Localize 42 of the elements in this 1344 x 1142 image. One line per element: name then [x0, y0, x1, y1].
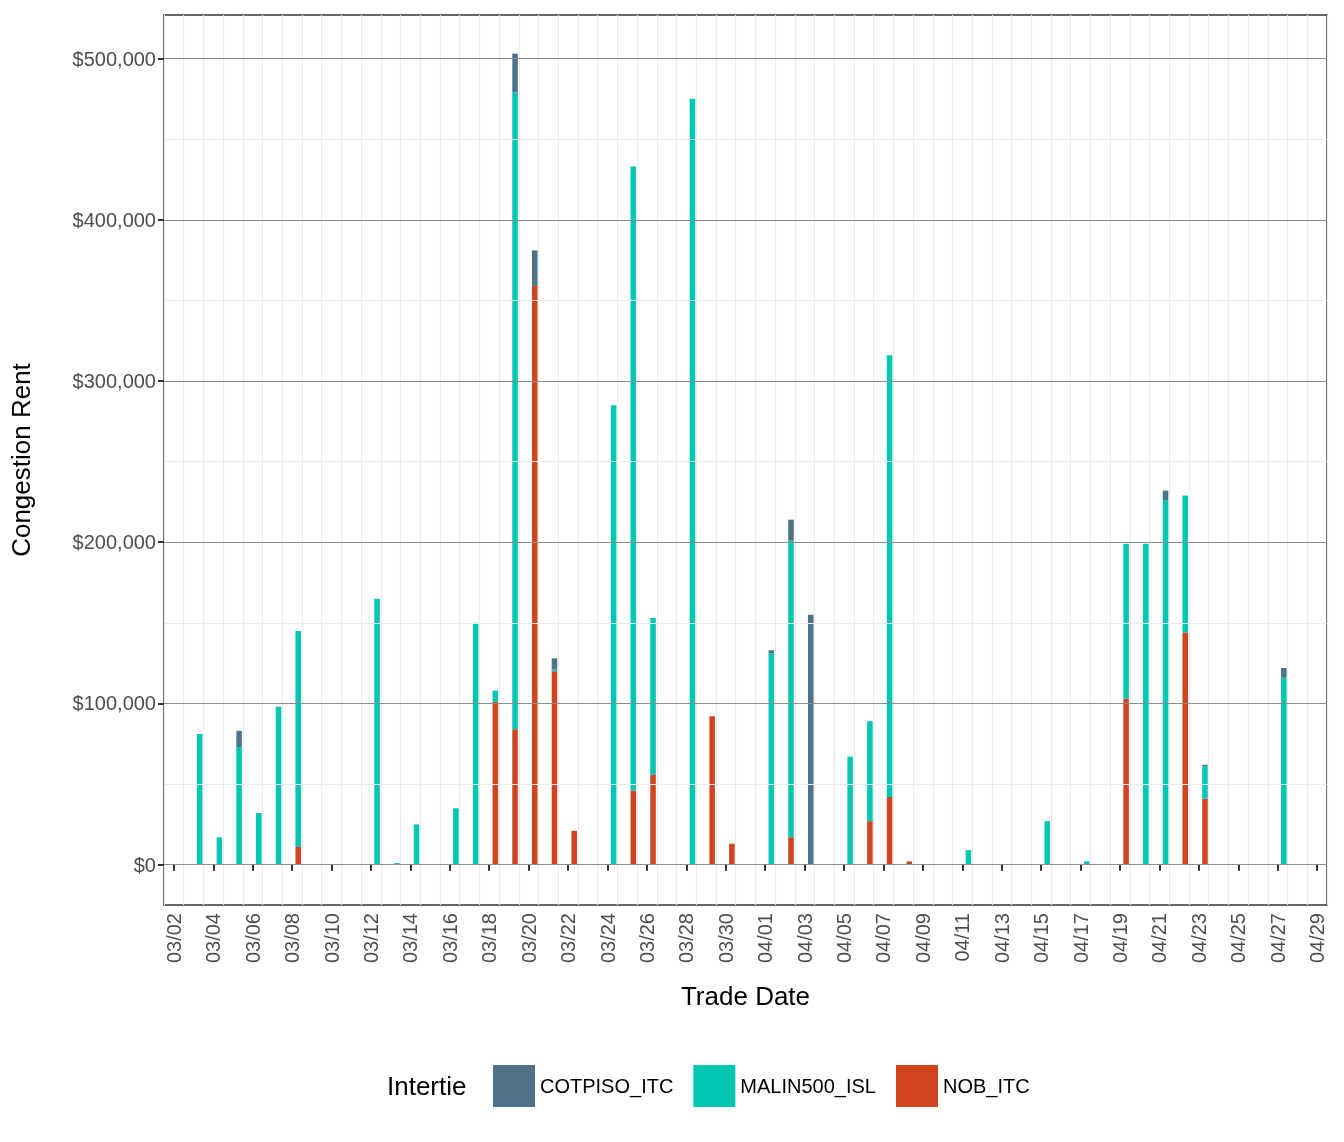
x-tick-label: 03/10 [320, 913, 343, 964]
x-tick-label: 04/09 [911, 913, 934, 964]
x-tick-label: 03/18 [478, 913, 501, 964]
x-tick-label: 03/26 [635, 913, 658, 964]
x-tick-label: 04/13 [990, 913, 1013, 964]
y-tick-label: $100,000 [72, 692, 156, 715]
x-tick-label: 04/29 [1306, 913, 1329, 964]
x-tick-label: 04/15 [1030, 913, 1053, 964]
x-tick-label: 04/01 [754, 913, 777, 964]
x-tick-label: 03/02 [162, 913, 185, 964]
x-tick-label: 04/07 [872, 913, 895, 964]
y-tick-label: $400,000 [72, 208, 156, 231]
legend-label: COTPISO_ITC [540, 1075, 674, 1098]
x-tick-label: 04/03 [793, 913, 816, 964]
x-tick-label: 03/06 [241, 913, 264, 964]
x-tick-label: 04/17 [1069, 913, 1092, 964]
x-tick-label: 03/28 [675, 913, 698, 964]
x-tick-label: 03/08 [281, 913, 304, 964]
y-tick-label: $200,000 [72, 531, 156, 554]
y-axis-title: Congestion Rent [6, 362, 36, 557]
x-tick-label: 04/11 [951, 913, 974, 962]
legend-title: Intertie [387, 1071, 467, 1101]
y-tick-label: $300,000 [72, 370, 156, 392]
x-tick-label: 03/16 [438, 913, 461, 964]
x-tick-label: 03/04 [202, 913, 225, 964]
x-tick-label: 04/25 [1227, 913, 1250, 964]
x-tick-label: 04/21 [1148, 913, 1171, 964]
x-tick-label: 03/12 [359, 913, 382, 964]
y-tick-label: $0 [133, 853, 156, 876]
x-tick-label: 03/30 [714, 913, 737, 964]
x-tick-label: 03/14 [399, 913, 422, 964]
legend-label: NOB_ITC [942, 1075, 1030, 1098]
y-tick-label: $500,000 [72, 47, 156, 70]
x-tick-label: 04/27 [1266, 913, 1289, 964]
x-tick-label: 03/24 [596, 913, 619, 964]
x-axis-title: Trade Date [680, 981, 811, 1011]
x-tick-label: 04/19 [1109, 913, 1132, 964]
x-tick-label: 04/05 [833, 913, 856, 964]
x-tick-label: 04/23 [1187, 913, 1210, 964]
legend-label: MALIN500_ISL [740, 1075, 876, 1098]
x-tick-label: 03/20 [517, 913, 540, 964]
x-tick-label: 03/22 [557, 913, 580, 964]
